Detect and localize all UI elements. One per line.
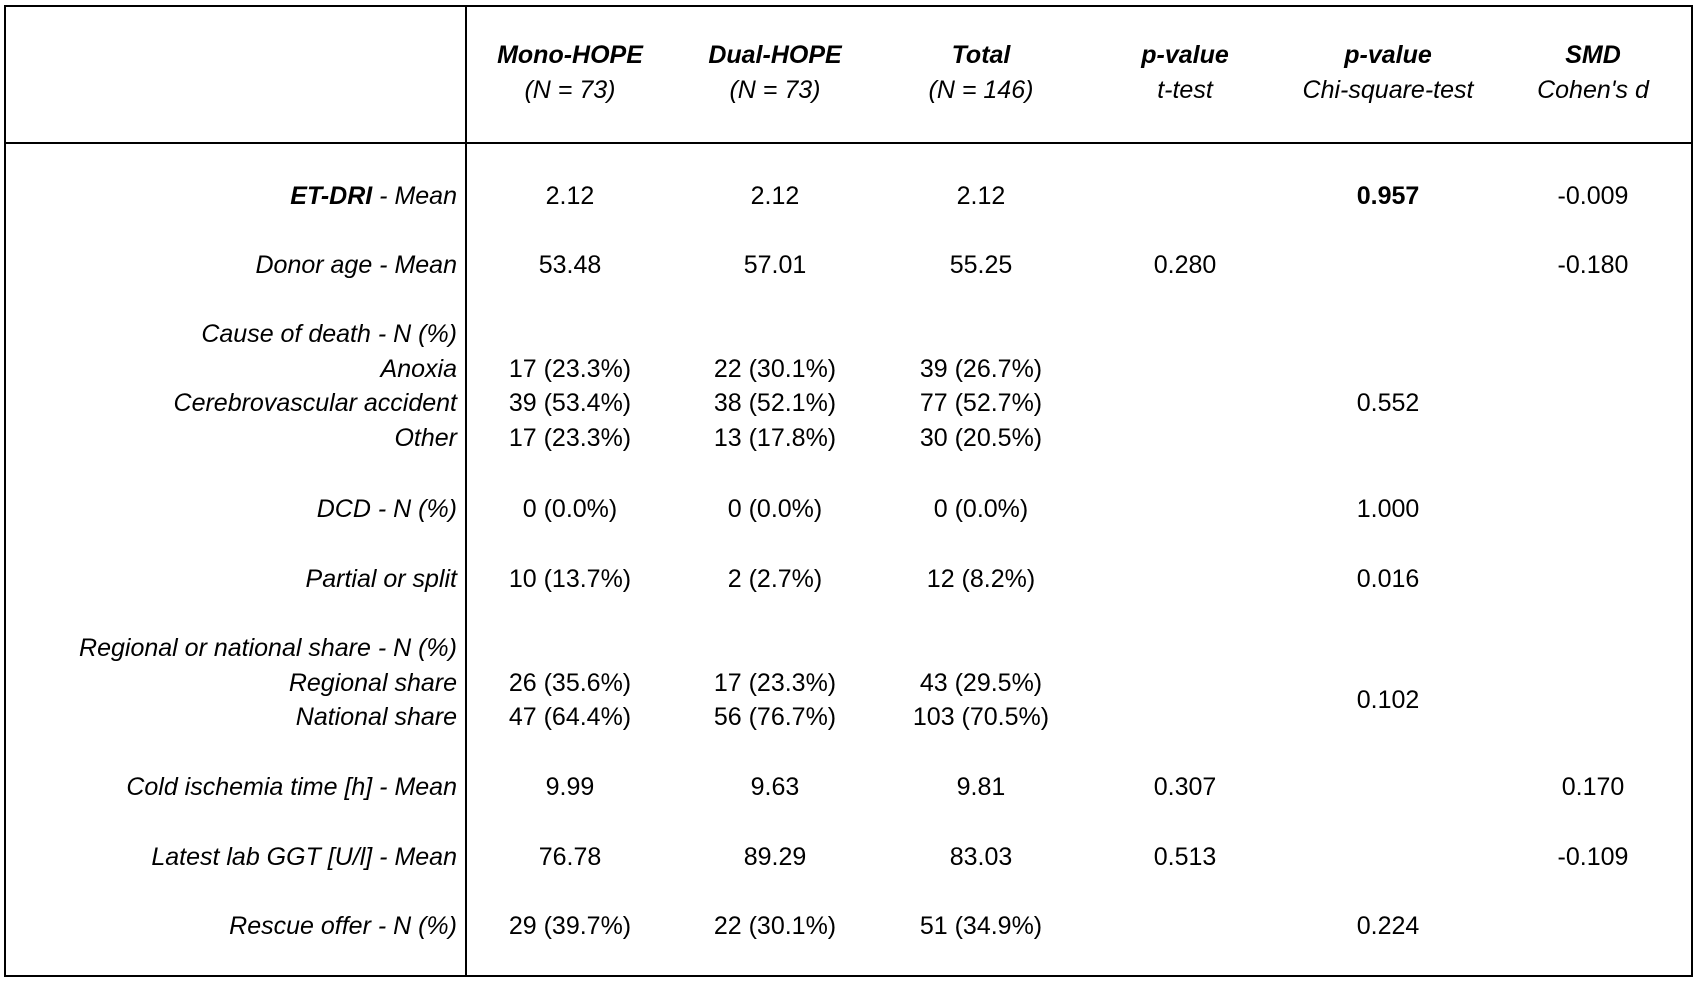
cell-ttest: 0.307 [1153, 773, 1217, 801]
cell-dual: 57.01 [743, 251, 807, 279]
cell-total: 0 (0.0%) [933, 495, 1029, 523]
row-label-dcd: DCD - N (%) [316, 495, 457, 523]
cell-chisq: 1.000 [1356, 495, 1420, 523]
cell-chisq: 0.957 [1356, 182, 1420, 210]
cell-mono: 10 (13.7%) [508, 565, 632, 593]
cell-mono: 0 (0.0%) [522, 495, 618, 523]
cell-ttest: 0.513 [1153, 843, 1217, 871]
cell-dual: 22 (30.1%) [713, 355, 837, 383]
header-title: Total [951, 41, 1011, 69]
cell-chisq: 0.552 [1356, 389, 1420, 417]
sub-label-other: Other [394, 424, 457, 452]
header-title: SMD [1565, 41, 1621, 69]
cell-mono: 2.12 [545, 182, 595, 210]
row-label-partial-split: Partial or split [305, 565, 457, 593]
cell-total: 43 (29.5%) [919, 669, 1043, 697]
cell-mono: 9.99 [545, 773, 595, 801]
sub-label-national: National share [295, 703, 457, 731]
label-rest: - Mean [372, 182, 457, 210]
sub-label-cerebrovascular: Cerebrovascular accident [173, 389, 457, 417]
table-frame [4, 5, 1693, 977]
header-sub: (N = 146) [928, 76, 1034, 104]
cell-total: 51 (34.9%) [919, 912, 1043, 940]
cell-total: 39 (26.7%) [919, 355, 1043, 383]
cell-mono: 29 (39.7%) [508, 912, 632, 940]
header-sub: Chi-square-test [1302, 76, 1474, 104]
sub-label-anoxia: Anoxia [380, 355, 457, 383]
cell-dual: 22 (30.1%) [713, 912, 837, 940]
header-sub: (N = 73) [729, 76, 821, 104]
header-title: Mono-HOPE [497, 41, 643, 69]
cell-dual: 2 (2.7%) [727, 565, 823, 593]
cell-mono: 26 (35.6%) [508, 669, 632, 697]
row-label-share: Regional or national share - N (%) [79, 634, 457, 662]
cell-chisq: 0.102 [1356, 686, 1420, 714]
header-sub: Cohen's d [1537, 76, 1649, 104]
header-title: p-value [1344, 41, 1432, 69]
header-total: Total (N = 146) [871, 38, 1091, 108]
cell-total: 12 (8.2%) [926, 565, 1036, 593]
cell-total: 55.25 [949, 251, 1013, 279]
header-title: Dual-HOPE [708, 41, 842, 69]
cell-total: 9.81 [956, 773, 1006, 801]
header-ttest: p-value t-test [1075, 38, 1295, 108]
cell-dual: 38 (52.1%) [713, 389, 837, 417]
cell-smd: -0.180 [1557, 251, 1629, 279]
cell-mono: 76.78 [538, 843, 602, 871]
label-bold: ET-DRI [290, 182, 373, 210]
cell-chisq: 0.224 [1356, 912, 1420, 940]
row-label-donor-age: Donor age - Mean [255, 251, 457, 279]
header-title: p-value [1141, 41, 1229, 69]
cell-dual: 9.63 [750, 773, 800, 801]
cell-mono: 17 (23.3%) [508, 355, 632, 383]
cell-mono: 39 (53.4%) [508, 389, 632, 417]
cell-mono: 53.48 [538, 251, 602, 279]
header-chisq: p-value Chi-square-test [1278, 38, 1498, 108]
cell-total: 103 (70.5%) [912, 703, 1050, 731]
cell-total: 30 (20.5%) [919, 424, 1043, 452]
row-label-cold-ischemia: Cold ischemia time [h] - Mean [126, 773, 457, 801]
cell-dual: 13 (17.8%) [713, 424, 837, 452]
cell-dual: 2.12 [750, 182, 800, 210]
cell-smd: 0.170 [1561, 773, 1625, 801]
row-label-cause-of-death: Cause of death - N (%) [201, 320, 457, 348]
cell-total: 2.12 [956, 182, 1006, 210]
column-divider [465, 5, 467, 977]
cell-smd: -0.009 [1557, 182, 1629, 210]
cell-ttest: 0.280 [1153, 251, 1217, 279]
cell-dual: 0 (0.0%) [727, 495, 823, 523]
cell-total: 83.03 [949, 843, 1013, 871]
cell-dual: 89.29 [743, 843, 807, 871]
sub-label-regional: Regional share [288, 669, 457, 697]
cell-total: 77 (52.7%) [919, 389, 1043, 417]
cell-mono: 17 (23.3%) [508, 424, 632, 452]
row-label-ggt: Latest lab GGT [U/l] - Mean [151, 843, 457, 871]
header-mono-hope: Mono-HOPE (N = 73) [460, 38, 680, 108]
header-sub: t-test [1157, 76, 1213, 104]
cell-dual: 17 (23.3%) [713, 669, 837, 697]
cell-dual: 56 (76.7%) [713, 703, 837, 731]
cell-smd: -0.109 [1557, 843, 1629, 871]
cell-mono: 47 (64.4%) [508, 703, 632, 731]
header-divider [4, 142, 1693, 144]
row-label-rescue-offer: Rescue offer - N (%) [229, 912, 457, 940]
cell-chisq: 0.016 [1356, 565, 1420, 593]
header-smd: SMD Cohen's d [1483, 38, 1699, 108]
header-dual-hope: Dual-HOPE (N = 73) [665, 38, 885, 108]
header-sub: (N = 73) [524, 76, 616, 104]
row-label-et-dri: ET-DRI - Mean [290, 179, 457, 214]
